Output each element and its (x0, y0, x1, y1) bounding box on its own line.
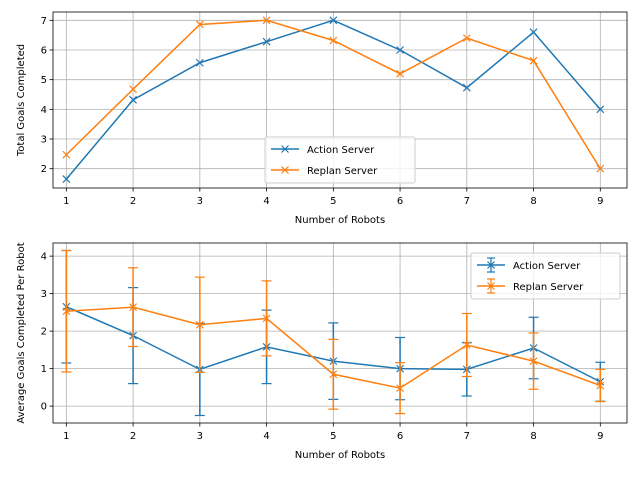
average-goals-x-tick-label: 8 (530, 431, 536, 442)
average-goals-y-tick-label: 3 (41, 289, 47, 300)
average-goals-point-replan (195, 320, 204, 329)
average-goals-y-tick-label: 2 (41, 327, 47, 338)
total-goals-point-replan (62, 150, 71, 159)
total-goals-grid (53, 12, 627, 188)
total-goals-x-tick-label: 4 (263, 196, 269, 207)
average-goals-series-replan (61, 249, 606, 415)
total-goals-plot-area (62, 16, 605, 184)
total-goals-ticks: 1 2 3 4 5 6 7 8 9 2 3 4 5 6 7 (41, 16, 604, 207)
average-goals-point-replan (62, 307, 71, 316)
total-goals-legend-label-replan: Replan Server (307, 166, 378, 177)
total-goals-y-tick-label: 2 (41, 164, 47, 175)
average-goals-point-replan (529, 357, 538, 366)
average-goals-point-replan (262, 314, 271, 323)
total-goals-point-replan (462, 34, 471, 43)
total-goals-chart: 1 2 3 4 5 6 7 8 9 2 3 4 5 6 7 Number of Robots Total G… (16, 11, 628, 226)
average-goals-y-axis-label: Average Goals Completed Per Robot (16, 242, 27, 423)
total-goals-point-replan (596, 164, 605, 173)
total-goals-axes-frame (52, 11, 628, 189)
average-goals-x-tick-label: 2 (130, 431, 136, 442)
total-goals-point-action (62, 175, 71, 184)
total-goals-point-replan (195, 20, 204, 29)
total-goals-x-tick-label: 5 (330, 196, 336, 207)
total-goals-point-replan (129, 85, 138, 94)
total-goals-y-axis-label: Total Goals Completed (16, 44, 27, 157)
total-goals-point-action (262, 37, 271, 46)
total-goals-legend: Action Server Replan Server (264, 136, 416, 184)
total-goals-point-action (195, 58, 204, 67)
average-goals-x-axis-label: Number of Robots (295, 450, 385, 461)
total-goals-x-tick-label: 7 (464, 196, 470, 207)
average-goals-x-tick-label: 1 (63, 431, 69, 442)
average-goals-point-replan (129, 303, 138, 312)
total-goals-legend-marker-replan (281, 166, 289, 174)
total-goals-series-replan (62, 16, 605, 173)
average-goals-point-replan (329, 370, 338, 379)
total-goals-series-action (62, 16, 605, 184)
total-goals-point-replan (262, 16, 271, 25)
total-goals-legend-label-action: Action Server (307, 145, 375, 156)
total-goals-point-action (529, 28, 538, 37)
average-goals-y-tick-label: 0 (41, 402, 47, 413)
total-goals-point-action (329, 16, 338, 25)
total-goals-point-replan (396, 69, 404, 78)
total-goals-x-tick-label: 2 (130, 196, 136, 207)
average-goals-legend-box (470, 252, 621, 300)
average-goals-legend: Action Server Replan Server (470, 252, 621, 300)
average-goals-x-tick-label: 6 (397, 431, 403, 442)
average-goals-x-tick-label: 4 (263, 431, 269, 442)
total-goals-y-tick-label: 7 (41, 16, 47, 27)
total-goals-point-action (129, 95, 138, 104)
total-goals-y-tick-label: 3 (41, 135, 47, 146)
total-goals-legend-marker-action (281, 145, 289, 153)
total-goals-x-axis-label: Number of Robots (295, 215, 385, 226)
total-goals-y-tick-label: 4 (41, 105, 47, 116)
average-goals-point-replan (396, 384, 404, 393)
total-goals-legend-box (264, 136, 416, 184)
total-goals-point-action (596, 105, 605, 114)
average-goals-axes-frame (52, 242, 628, 424)
total-goals-x-tick-label: 6 (397, 196, 403, 207)
average-goals-legend-label-action: Action Server (513, 261, 581, 272)
total-goals-x-tick-label: 8 (530, 196, 536, 207)
total-goals-point-action (396, 46, 404, 54)
average-goals-x-tick-label: 5 (330, 431, 336, 442)
total-goals-y-tick-label: 5 (41, 75, 47, 86)
average-goals-x-tick-label: 9 (597, 431, 603, 442)
total-goals-y-tick-label: 6 (41, 45, 47, 56)
average-goals-chart: 1 2 3 4 5 6 7 8 9 0 1 2 3 4 Number of Robots Average … (16, 242, 628, 461)
total-goals-x-tick-label: 1 (63, 196, 69, 207)
average-goals-ticks: 1 2 3 4 5 6 7 8 9 0 1 2 3 4 (41, 252, 604, 442)
average-goals-legend-label-replan: Replan Server (513, 282, 584, 293)
total-goals-point-replan (329, 36, 338, 45)
average-goals-legend-marker-replan (487, 282, 495, 290)
average-goals-x-tick-label: 7 (464, 431, 470, 442)
total-goals-point-action (462, 83, 471, 92)
total-goals-point-replan (529, 56, 538, 65)
average-goals-point-replan (596, 381, 605, 390)
average-goals-x-tick-label: 3 (197, 431, 203, 442)
total-goals-x-tick-label: 3 (197, 196, 203, 207)
average-goals-plot-area (61, 249, 606, 417)
average-goals-y-tick-label: 1 (41, 364, 47, 375)
average-goals-point-replan (462, 341, 471, 349)
average-goals-y-tick-label: 4 (41, 252, 47, 263)
total-goals-x-tick-label: 9 (597, 196, 603, 207)
average-goals-legend-marker-action (487, 261, 495, 269)
